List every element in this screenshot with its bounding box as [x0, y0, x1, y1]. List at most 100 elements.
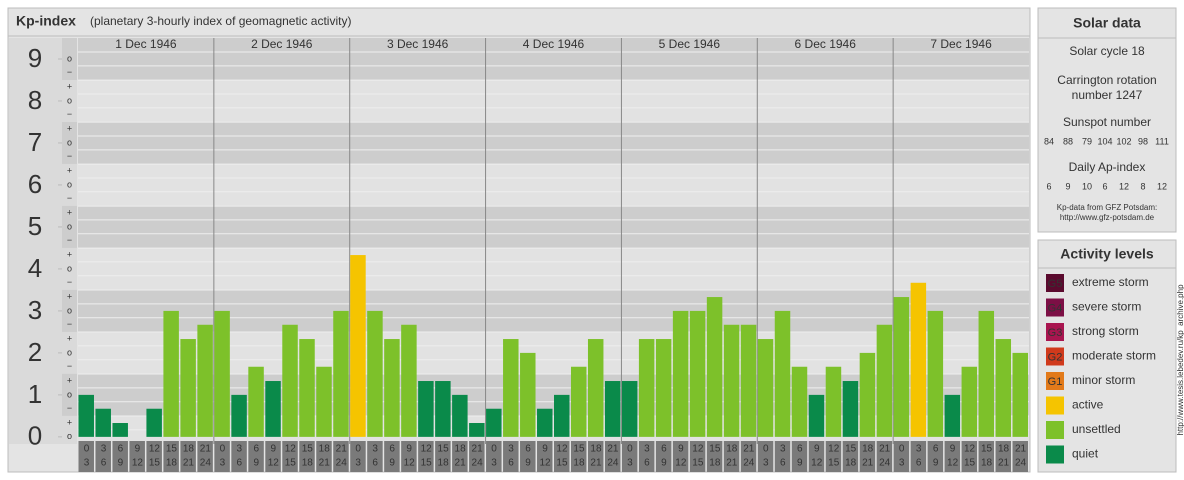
hour-label: 12 — [675, 458, 687, 469]
hour-box — [469, 441, 485, 472]
hour-box — [1012, 441, 1028, 472]
y-minor-label: o — [67, 53, 72, 63]
bar — [604, 381, 621, 437]
y-minor-label: − — [67, 193, 72, 203]
y-minor-label: + — [67, 165, 72, 175]
bar — [554, 394, 570, 437]
y-minor-label: o — [67, 347, 72, 357]
bar — [197, 324, 213, 437]
bar — [1012, 352, 1028, 437]
hour-label: 18 — [573, 458, 585, 469]
hour-box — [706, 441, 723, 472]
hour-label: 6 — [797, 444, 803, 455]
hour-label: 6 — [933, 444, 939, 455]
hour-label: 3 — [491, 458, 497, 469]
hour-label: 12 — [964, 444, 976, 455]
day-label: 3 Dec 1946 — [387, 37, 449, 51]
hour-box — [367, 441, 383, 472]
bar — [672, 310, 689, 437]
watermark: http://www.tesis.lebedev.ru/kp_archive.p… — [1176, 284, 1184, 436]
bar — [537, 408, 553, 437]
bar — [927, 310, 944, 437]
hour-label: 3 — [763, 458, 769, 469]
hour-label: 9 — [933, 458, 939, 469]
y-minor-label: + — [67, 123, 72, 133]
day-label: 5 Dec 1946 — [659, 37, 721, 51]
legend-label: strong storm — [1072, 324, 1139, 338]
hour-box — [197, 441, 213, 472]
hour-label: 18 — [166, 458, 178, 469]
hour-label: 12 — [149, 444, 161, 455]
bar — [333, 310, 349, 437]
y-minor-label: o — [67, 221, 72, 231]
hour-label: 3 — [627, 458, 633, 469]
legend-code: G2 — [1048, 351, 1063, 363]
legend-label: active — [1072, 398, 1104, 412]
hour-box — [418, 441, 434, 472]
y-tick-label: 0 — [28, 421, 42, 451]
bar — [316, 366, 332, 437]
hour-label: 18 — [455, 444, 467, 455]
hour-box — [333, 441, 349, 472]
bar — [978, 310, 995, 437]
y-minor-label: + — [67, 333, 72, 343]
ap-value: 10 — [1082, 181, 1092, 191]
bar — [282, 324, 298, 437]
hour-box — [689, 441, 706, 472]
y-minor-label: − — [67, 361, 72, 371]
hour-label: 18 — [998, 444, 1010, 455]
bar — [655, 339, 672, 437]
hour-box — [231, 441, 247, 472]
hour-label: 12 — [947, 458, 959, 469]
day-label: 6 Dec 1946 — [795, 37, 857, 51]
hour-label: 6 — [372, 458, 378, 469]
hour-label: 0 — [627, 444, 633, 455]
bar — [452, 394, 468, 437]
hour-box — [112, 441, 128, 472]
hour-label: 24 — [200, 458, 212, 469]
hour-label: 21 — [336, 444, 348, 455]
hour-box — [401, 441, 417, 472]
hour-label: 15 — [285, 458, 297, 469]
hour-label: 0 — [220, 444, 226, 455]
legend-swatch — [1046, 421, 1064, 439]
hour-box — [672, 441, 689, 472]
hour-label: 3 — [84, 458, 90, 469]
hour-label: 24 — [607, 458, 619, 469]
bar — [621, 381, 638, 437]
hour-box — [621, 441, 638, 472]
hour-label: 3 — [101, 444, 107, 455]
band — [62, 121, 77, 164]
hour-label: 24 — [879, 458, 891, 469]
ap-value: 9 — [1065, 181, 1070, 191]
legend-header — [1037, 239, 1177, 269]
ap-title: Daily Ap-index — [1069, 160, 1146, 174]
hour-label: 21 — [607, 444, 619, 455]
hour-label: 6 — [780, 458, 786, 469]
bar — [299, 339, 315, 437]
bar — [146, 408, 162, 437]
bar — [961, 366, 978, 437]
hour-box — [486, 441, 502, 472]
solar-header — [1037, 7, 1177, 39]
hour-label: 15 — [438, 444, 450, 455]
y-tick-label: 4 — [28, 253, 42, 283]
hour-box — [978, 441, 995, 472]
band — [78, 121, 1029, 164]
hour-box — [638, 441, 655, 472]
hour-label: 3 — [508, 444, 514, 455]
hour-label: 18 — [845, 458, 857, 469]
hour-label: 6 — [389, 444, 395, 455]
hour-box — [927, 441, 944, 472]
y-minor-label: o — [67, 431, 72, 441]
legend-swatch — [1046, 372, 1064, 390]
legend-label: minor storm — [1072, 373, 1135, 387]
hour-box — [214, 441, 230, 472]
bar — [418, 381, 434, 437]
bar — [791, 366, 808, 437]
hour-box — [146, 441, 162, 472]
band — [78, 205, 1029, 248]
y-tick-label: 5 — [28, 211, 42, 241]
y-minor-label: + — [67, 291, 72, 301]
hour-box — [78, 441, 94, 472]
